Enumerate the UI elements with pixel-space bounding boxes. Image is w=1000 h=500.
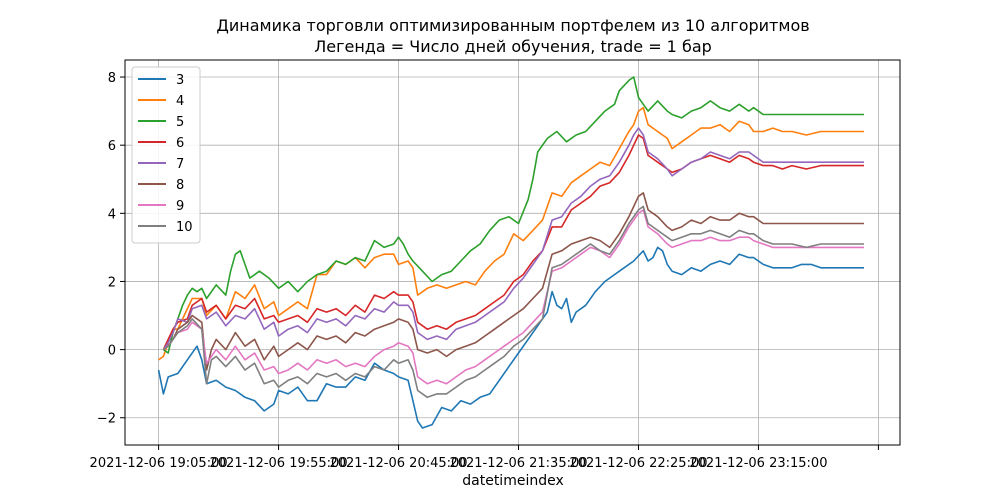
series-line-6 [162, 134, 864, 350]
grid-lines [125, 60, 900, 445]
series-line-4 [158, 106, 864, 361]
legend-label-7: 7 [176, 157, 184, 172]
legend: 3 4 5 6 7 8 9 10 [131, 66, 201, 244]
plot-frame [124, 59, 901, 446]
legend-label-8: 8 [176, 178, 184, 193]
y-tick-label: −2 [97, 412, 116, 427]
series-line-10 [162, 205, 864, 399]
y-tick-label: 8 [108, 71, 116, 86]
legend-label-5: 5 [176, 115, 184, 130]
plot-area [125, 60, 900, 445]
x-tick-label: 2021-12-06 20:45:00 [329, 456, 467, 471]
x-tick-label: 2021-12-06 19:55:00 [210, 456, 348, 471]
series-line-3 [157, 246, 864, 429]
chart-title: Динамика торговли оптимизированным портф… [216, 16, 809, 35]
series-line-9 [162, 209, 864, 385]
y-tick-label: 2 [108, 275, 116, 290]
y-tick-label: 6 [108, 139, 116, 154]
x-tick-label: 2021-12-06 23:15:00 [689, 456, 827, 471]
chart-subtitle: Легенда = Число дней обучения, trade = 1… [314, 37, 712, 56]
legend-label-9: 9 [176, 199, 184, 214]
legend-label-4: 4 [176, 94, 184, 109]
legend-label-6: 6 [176, 136, 184, 151]
legend-label-3: 3 [176, 73, 184, 88]
series-lines [157, 76, 864, 429]
y-tick-label: 4 [108, 207, 116, 222]
series-line-8 [162, 192, 864, 371]
x-tick-label: 2021-12-06 19:05:00 [90, 456, 228, 471]
x-tick-label: 2021-12-06 22:25:00 [569, 456, 707, 471]
series-line-7 [162, 127, 864, 351]
legend-box [131, 66, 201, 244]
x-axis-label: datetimeindex [462, 473, 564, 489]
x-tick-label: 2021-12-06 21:35:00 [449, 456, 587, 471]
series-line-5 [162, 76, 864, 354]
legend-label-10: 10 [176, 220, 193, 235]
y-tick-label: 0 [108, 344, 116, 359]
